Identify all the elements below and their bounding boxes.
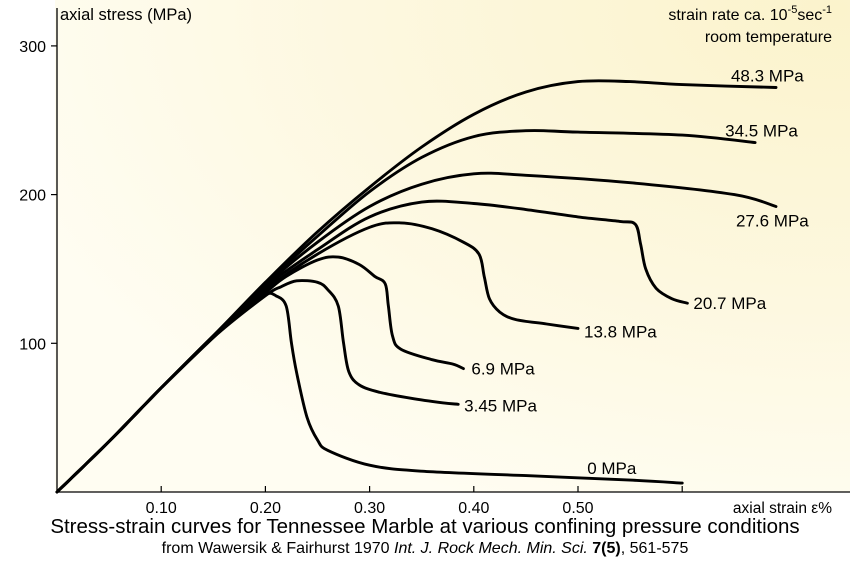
- series-label-0-mpa: 0 MPa: [587, 459, 637, 478]
- series-label-27-6-mpa: 27.6 MPa: [736, 211, 809, 230]
- strain-rate-exponent-2: -1: [822, 4, 832, 16]
- y-axis-title: axial stress (MPa): [60, 6, 192, 24]
- strain-rate-prefix: strain rate ca. 10: [668, 7, 787, 24]
- series-label-20-7-mpa: 20.7 MPa: [693, 294, 766, 313]
- x-tick-label: 0.20: [250, 500, 281, 517]
- y-tick-label: 300: [19, 39, 46, 56]
- strain-rate-exponent-1: -5: [788, 4, 798, 16]
- strain-rate-unit: sec: [797, 7, 822, 24]
- curves: [55, 79, 778, 494]
- plot-background: [55, 0, 850, 492]
- axes: 100 200 300 0.10 0.20 0.30 0.40 0.50: [19, 8, 850, 517]
- x-tick-label: 0.10: [146, 500, 177, 517]
- y-tick-label: 200: [19, 188, 46, 205]
- citation-authors: from Wawersik & Fairhurst 1970: [161, 540, 394, 557]
- source-citation: from Wawersik & Fairhurst 1970 Int. J. R…: [0, 540, 850, 558]
- series-label-34-5-mpa: 34.5 MPa: [725, 122, 798, 141]
- series-label-3-45-mpa: 3.45 MPa: [464, 396, 537, 415]
- series-label-6-9-mpa: 6.9 MPa: [471, 360, 535, 379]
- citation-journal: Int. J. Rock Mech. Min. Sci.: [394, 540, 588, 557]
- strain-rate-annotation: strain rate ca. 10-5sec-1: [668, 4, 832, 24]
- series-label-13-8-mpa: 13.8 MPa: [584, 322, 657, 341]
- y-tick-label: 100: [19, 336, 46, 353]
- temperature-annotation: room temperature: [705, 29, 832, 46]
- x-tick-label: 0.50: [562, 500, 593, 517]
- citation-pages: , 561-575: [620, 540, 689, 557]
- citation-volume: 7(5): [592, 540, 621, 557]
- curve-labels: 48.3 MPa 34.5 MPa 27.6 MPa 20.7 MPa 13.8 MPa…: [464, 67, 809, 479]
- chart-caption: Stress-strain curves for Tennessee Marbl…: [50, 515, 800, 538]
- x-axis-title: axial strain ε%: [733, 500, 832, 517]
- x-tick-label: 0.40: [458, 500, 489, 517]
- series-line-0-mpa: [55, 291, 684, 494]
- series-label-48-3-mpa: 48.3 MPa: [731, 67, 804, 86]
- x-tick-label: 0.30: [354, 500, 385, 517]
